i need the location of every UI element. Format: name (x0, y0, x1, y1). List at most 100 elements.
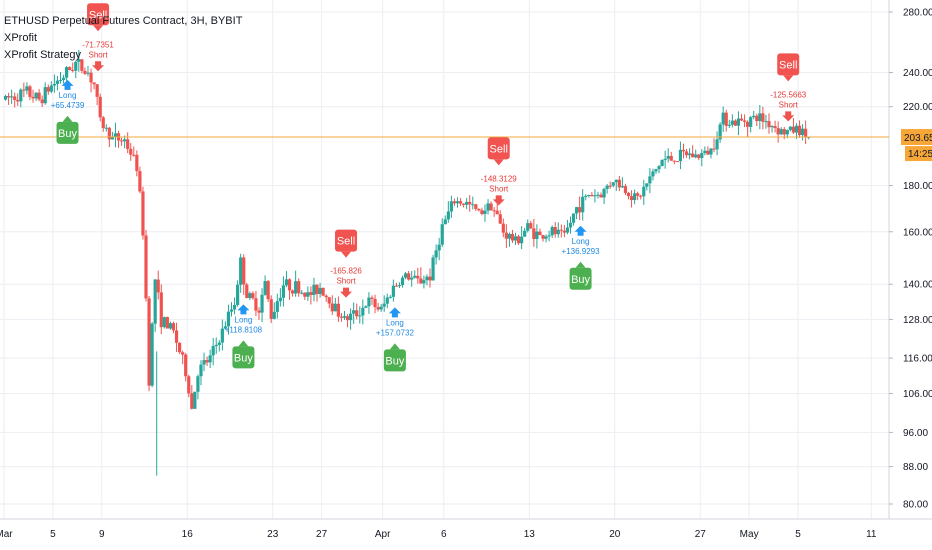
candle-body (559, 229, 563, 231)
candle-body (684, 151, 689, 156)
y-tick-label: 140.00 (903, 280, 932, 291)
candle-body (6, 95, 11, 98)
sell-signal[interactable]: Short-148.3129 Sell (481, 137, 518, 206)
candle-body (74, 61, 78, 71)
candle-body (562, 230, 566, 233)
candle-body (565, 227, 570, 233)
candle-body (34, 92, 38, 99)
candle-body (65, 67, 69, 78)
buy-signal[interactable]: Long+157.0732 Buy (376, 307, 415, 372)
indicator-xprofit[interactable]: XProfit (4, 32, 38, 44)
candle-body (639, 195, 643, 197)
sell-signal[interactable]: Short-125.5663 Sell (770, 53, 807, 122)
candle-body (437, 244, 441, 251)
candle-body (13, 96, 17, 100)
candle-body (31, 96, 35, 99)
candle-body (779, 129, 783, 135)
candle-body (648, 176, 652, 184)
candle-body (800, 128, 805, 136)
candle-body (574, 207, 579, 214)
candle-body (590, 195, 594, 197)
candle-body (269, 299, 273, 319)
buy-badge (56, 121, 79, 144)
candle-body (535, 231, 539, 239)
candle-body (474, 204, 478, 209)
candle-body (782, 129, 786, 135)
candle-body (400, 277, 405, 286)
candle-body (697, 154, 701, 159)
long-profit-value: +157.0732 (376, 328, 415, 337)
candle-body (568, 222, 573, 228)
buy-badge-label: Buy (58, 128, 77, 140)
candle-body (49, 85, 53, 92)
x-tick-label: May (740, 529, 759, 540)
candle-body (403, 273, 408, 278)
candle-body (593, 195, 597, 197)
candle-body (666, 155, 670, 159)
y-tick-label: 80.00 (903, 500, 928, 511)
indicator-xprofit-strategy[interactable]: XProfit Strategy (4, 49, 82, 61)
candle-body (315, 284, 319, 294)
candle-body (718, 124, 722, 140)
long-profit-value: +118.8108 (225, 325, 263, 334)
buy-signal[interactable]: Long+136.9293 Buy (562, 225, 601, 290)
candle-body (529, 223, 533, 229)
candle-body (703, 150, 707, 154)
candle-body (83, 70, 87, 74)
candle-body (645, 183, 649, 187)
x-tick-label: 5 (795, 529, 801, 540)
sell-badge (487, 137, 510, 160)
candle-body (260, 294, 264, 313)
long-label: Long (572, 237, 590, 246)
candle-body (724, 112, 728, 126)
candle-body (770, 126, 774, 128)
candle-body (92, 82, 96, 85)
y-tick-label: 240.00 (903, 68, 932, 79)
buy-signal[interactable]: Long+65.4739 Buy (51, 79, 85, 144)
sell-badge (777, 53, 800, 76)
buy-signal[interactable]: Long+118.8108 Buy (225, 304, 263, 369)
chart-grid (0, 0, 889, 519)
candle-body (504, 232, 508, 239)
sell-badge-label: Sell (490, 143, 508, 155)
candle-body (25, 86, 29, 91)
candle-body (452, 201, 457, 204)
candle-body (214, 344, 218, 347)
long-arrow-icon (574, 225, 587, 236)
candle-body (541, 235, 545, 239)
candle-body (614, 179, 618, 183)
sell-badge (87, 3, 110, 26)
buy-badge-pointer (62, 115, 73, 122)
sell-badge-pointer (341, 251, 352, 258)
long-arrow-icon (237, 304, 250, 315)
sell-signal[interactable]: Short-165.826 Sell (330, 229, 362, 298)
candle-body (16, 99, 20, 102)
candle-body (281, 285, 286, 298)
candle-body (804, 128, 808, 138)
candle-body (22, 89, 26, 91)
short-label: Short (336, 277, 356, 286)
current-price-badge[interactable] (901, 129, 932, 146)
candle-body (193, 391, 197, 409)
x-tick-label: 13 (524, 529, 536, 540)
short-arrow-icon (92, 61, 105, 72)
candle-body (532, 228, 536, 239)
buy-badge-label: Buy (571, 274, 590, 286)
candle-body (275, 301, 279, 312)
candle-body (28, 86, 32, 97)
sell-badge-label: Sell (89, 9, 107, 21)
y-tick-label: 180.00 (903, 181, 932, 192)
x-tick-label: 20 (609, 529, 621, 540)
symbol-title[interactable]: ETHUSD Perpetual Futures Contract, 3H, B… (4, 15, 243, 27)
candle-body (355, 310, 359, 317)
sell-signal[interactable]: Short-71.7351 Sell (82, 3, 114, 72)
long-arrow-icon (61, 79, 74, 90)
candle-body (471, 204, 475, 206)
candle-body (55, 80, 60, 84)
candle-body (501, 223, 505, 233)
candle-body (211, 346, 215, 356)
candle-body (611, 182, 615, 186)
candle-body (248, 293, 252, 299)
candle-body (199, 364, 203, 377)
